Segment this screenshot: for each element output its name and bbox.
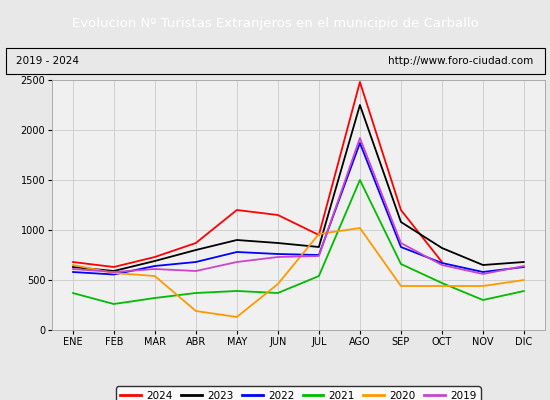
Text: 2019 - 2024: 2019 - 2024 xyxy=(16,56,80,66)
Legend: 2024, 2023, 2022, 2021, 2020, 2019: 2024, 2023, 2022, 2021, 2020, 2019 xyxy=(116,386,481,400)
Text: Evolucion Nº Turistas Extranjeros en el municipio de Carballo: Evolucion Nº Turistas Extranjeros en el … xyxy=(72,16,478,30)
Text: http://www.foro-ciudad.com: http://www.foro-ciudad.com xyxy=(388,56,534,66)
